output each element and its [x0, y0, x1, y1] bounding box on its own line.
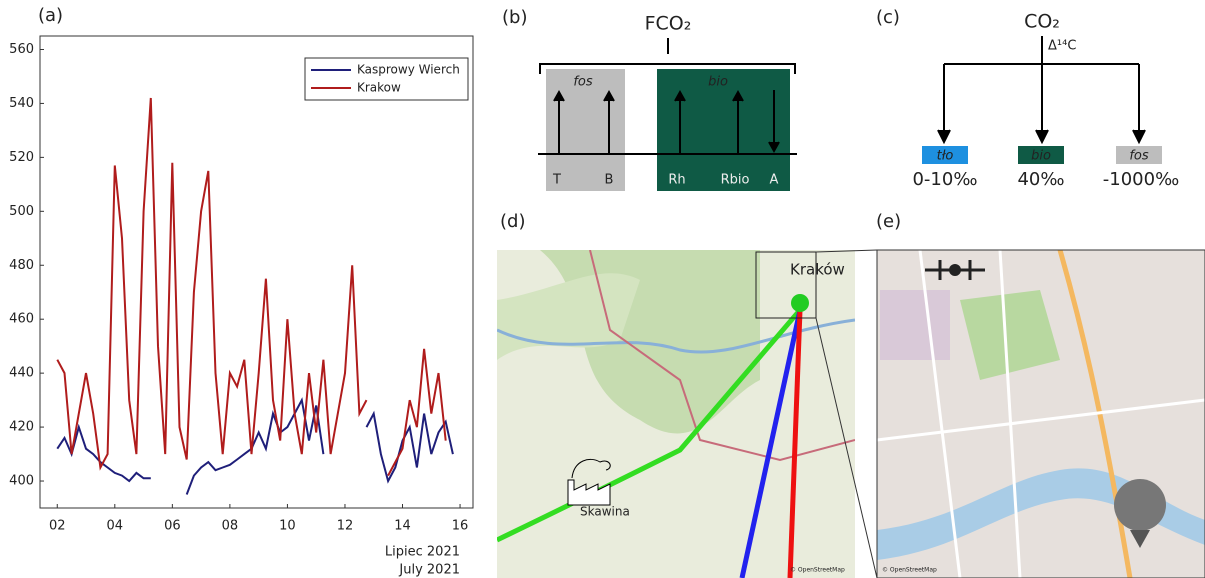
item: Rbio — [721, 173, 750, 188]
legend: Kasprowy Wierch Krakow — [305, 58, 468, 100]
credit: © OpenStreetMap — [882, 567, 937, 574]
box-label: bio — [1031, 149, 1051, 164]
group-label: fos — [573, 75, 593, 90]
x-tick-label: 10 — [279, 519, 296, 534]
box-label: fos — [1129, 149, 1149, 164]
y-tick-label: 440 — [9, 366, 34, 381]
x-tick-label: 14 — [394, 519, 411, 534]
y-tick-label: 420 — [9, 420, 34, 435]
item: B — [605, 173, 614, 188]
map-d — [497, 250, 855, 578]
plot-area — [57, 98, 453, 495]
x-tick-label: 08 — [222, 519, 239, 534]
x-tick-label: 02 — [49, 519, 66, 534]
x-label: July 2021 — [398, 563, 460, 578]
box-value: 40‰ — [1017, 169, 1064, 190]
x-tick-label: 12 — [337, 519, 354, 534]
panel-label: (c) — [876, 7, 900, 28]
legend-label: Krakow — [357, 81, 401, 95]
panel-label: (d) — [500, 211, 525, 232]
box-label: tło — [937, 149, 954, 164]
x-label: Lipiec 2021 — [385, 545, 460, 560]
legend-label: Kasprowy Wierch — [357, 63, 460, 77]
group-label: bio — [708, 75, 728, 90]
y-tick-label: 480 — [9, 258, 34, 273]
title: CO₂ — [1024, 11, 1060, 33]
y-tick-label: 560 — [9, 42, 34, 57]
panel-label: (b) — [502, 7, 527, 28]
city-label: Kraków — [790, 261, 845, 279]
item: Rh — [668, 173, 685, 188]
x-tick-label: 06 — [164, 519, 181, 534]
branch-label: Δ¹⁴C — [1048, 39, 1076, 54]
town-label: Skawina — [580, 505, 630, 519]
diagram-b — [540, 38, 795, 74]
y-tick-label: 520 — [9, 150, 34, 165]
y-tick-label: 540 — [9, 96, 34, 111]
box-value: 0-10‰ — [912, 169, 977, 190]
y-tick-label: 500 — [9, 204, 34, 219]
panel-label: (a) — [38, 5, 63, 26]
figure: (a) Lipiec 2021 July 2021 (b) FCO₂ fos b… — [0, 0, 1205, 578]
map-e — [877, 250, 1205, 578]
x-tick-label: 16 — [452, 519, 469, 534]
item: T — [552, 173, 561, 188]
box-value: -1000‰ — [1103, 169, 1179, 190]
page: {"chart_data":{"type":"line","panel_labe… — [0, 0, 1205, 578]
tree — [938, 36, 1145, 142]
item: A — [770, 173, 779, 188]
y-tick-label: 460 — [9, 312, 34, 327]
title: FCO₂ — [645, 13, 692, 35]
series-line — [57, 98, 445, 476]
y-tick-label: 400 — [9, 474, 34, 489]
credit: © OpenStreetMap — [790, 567, 845, 574]
panel-label: (e) — [876, 211, 901, 232]
x-tick-label: 04 — [107, 519, 124, 534]
